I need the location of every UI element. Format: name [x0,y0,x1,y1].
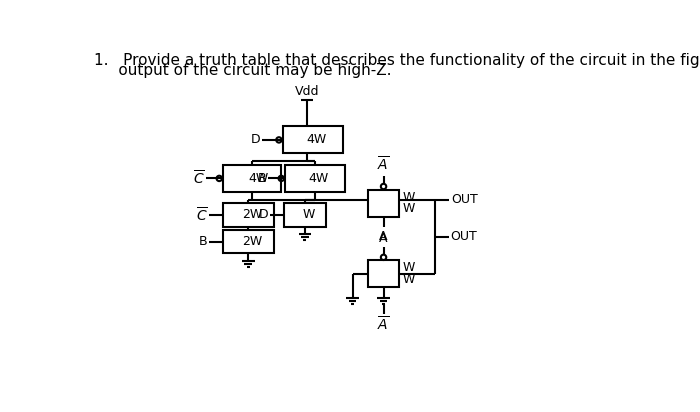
Text: W: W [402,191,414,204]
Text: Vdd: Vdd [295,85,319,98]
Text: 2W: 2W [242,235,262,248]
Text: OUT: OUT [450,230,477,243]
Text: W: W [402,202,414,215]
Text: 1.   Provide a truth table that describes the functionality of the circuit in th: 1. Provide a truth table that describes … [94,52,700,68]
Text: 4W: 4W [248,172,269,185]
Text: $\overline{A}$: $\overline{A}$ [377,315,390,333]
Text: D: D [258,208,268,222]
Text: A: A [379,229,388,243]
Bar [284,204,326,227]
Text: OUT: OUT [452,193,479,206]
Bar [368,190,399,217]
Text: W: W [302,208,315,222]
Text: output of the circuit may be high-Z.: output of the circuit may be high-Z. [94,63,391,77]
Text: $\overline{C}$: $\overline{C}$ [196,206,208,224]
Bar [223,204,274,227]
Bar [223,230,274,253]
Text: $\overline{C}$: $\overline{C}$ [193,169,204,187]
Bar [285,165,345,192]
Text: $\overline{A}$: $\overline{A}$ [377,155,390,173]
Text: D: D [251,133,260,146]
Text: 4W: 4W [309,172,329,185]
Text: B: B [199,235,208,248]
Bar [223,165,281,192]
Text: W: W [402,262,414,274]
Text: 4W: 4W [307,133,327,146]
Bar [283,126,343,153]
Bar [368,260,399,288]
Text: A: A [379,232,388,245]
Text: 2W: 2W [242,208,262,222]
Text: B: B [258,172,267,185]
Text: W: W [402,273,414,286]
